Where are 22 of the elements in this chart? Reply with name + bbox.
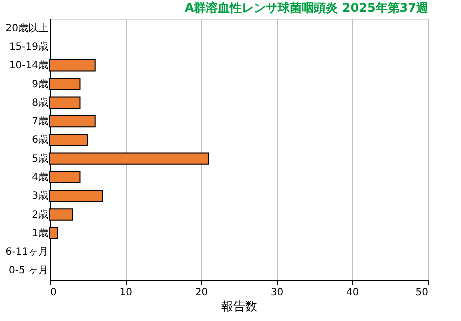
y-tick-label: 20歳以上 — [6, 22, 48, 34]
x-tick-label: 10 — [120, 288, 132, 298]
x-axis-title: 報告数 — [222, 300, 258, 314]
y-tick-label: 3歳 — [32, 190, 48, 202]
y-tick-label: 6歳 — [32, 134, 48, 146]
y-tick-label: 4歳 — [32, 171, 48, 184]
y-tick-label: 0-5 ヶ月 — [8, 266, 48, 277]
y-tick-label: 9歳 — [32, 78, 48, 90]
x-tick-label: 30 — [270, 288, 284, 298]
y-tick-label: 15-19歳 — [9, 40, 48, 53]
y-tick-label: 1歳 — [32, 227, 48, 240]
x-tick-label: 20 — [195, 288, 208, 298]
y-tick-label: 7歳 — [32, 116, 48, 128]
y-tick-label: 2歳 — [32, 208, 48, 221]
y-tick-label: 8歳 — [32, 96, 48, 109]
y-tick-label: 10-14歳 — [9, 60, 48, 72]
x-tick-label: 50 — [416, 288, 428, 298]
x-tick-label: 0 — [50, 288, 57, 298]
chart-title: A群溶血性レンサ球菌咽頭炎 2025年第37週 — [184, 1, 430, 15]
x-tick-label: 40 — [346, 288, 360, 298]
y-tick-label: 6-11ヶ月 — [6, 247, 48, 258]
y-tick-label: 5歳 — [32, 152, 48, 165]
